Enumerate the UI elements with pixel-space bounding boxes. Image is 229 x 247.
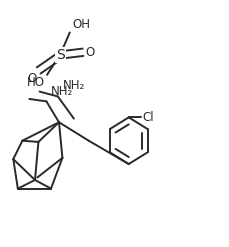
- Text: HO: HO: [27, 76, 44, 89]
- Text: O: O: [85, 46, 95, 59]
- Text: Cl: Cl: [142, 111, 153, 124]
- Text: S: S: [55, 48, 64, 62]
- Text: O: O: [27, 72, 37, 85]
- Text: NH₂: NH₂: [62, 79, 84, 92]
- Text: OH: OH: [72, 18, 90, 31]
- Text: NH₂: NH₂: [51, 85, 73, 98]
